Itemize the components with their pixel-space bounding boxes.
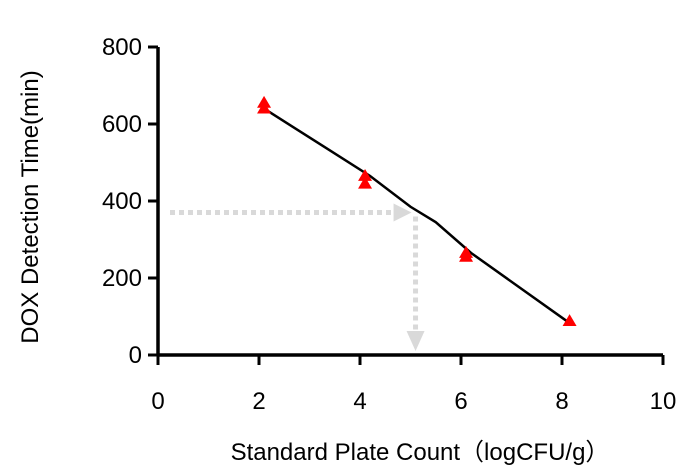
y-tick-label: 0 bbox=[129, 342, 142, 369]
y-tick-label: 200 bbox=[102, 265, 142, 292]
x-tick-label: 6 bbox=[454, 388, 467, 415]
x-tick-label: 0 bbox=[151, 388, 164, 415]
guide-vertical-arrowhead bbox=[407, 331, 425, 351]
x-tick-label: 4 bbox=[353, 388, 366, 415]
y-tick-label: 600 bbox=[102, 111, 142, 138]
x-tick-label: 10 bbox=[650, 388, 677, 415]
x-tick-label: 2 bbox=[252, 388, 265, 415]
y-axis-title: DOX Detection Time(min) bbox=[17, 70, 44, 343]
guide-arrows bbox=[170, 204, 425, 351]
x-axis-title: Standard Plate Count（logCFU/g） bbox=[231, 439, 610, 466]
y-tick-label: 400 bbox=[102, 188, 142, 215]
y-tick-label: 800 bbox=[102, 34, 142, 61]
axes bbox=[148, 47, 663, 365]
tick-labels: 0 200 400 600 800 0 2 4 6 8 10 bbox=[102, 34, 676, 415]
x-tick-label: 8 bbox=[555, 388, 568, 415]
